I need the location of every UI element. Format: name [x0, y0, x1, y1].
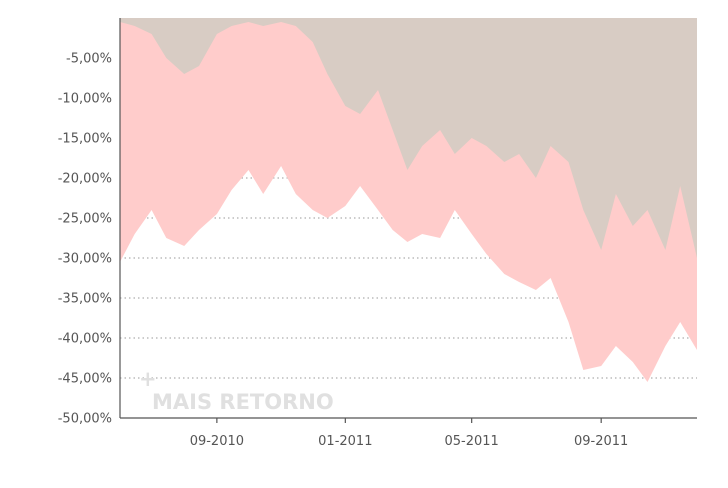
y-tick-label: -5,00%: [66, 52, 112, 67]
x-tick-label: 09-2010: [190, 434, 244, 449]
watermark-plus: +: [139, 367, 157, 391]
x-tick-label: 05-2011: [445, 434, 499, 449]
x-tick-label: 01-2011: [318, 434, 372, 449]
y-tick-label: -30,00%: [58, 252, 112, 267]
y-tick-label: -15,00%: [58, 132, 112, 147]
y-tick-label: -20,00%: [58, 172, 112, 187]
y-tick-label: -10,00%: [58, 92, 112, 107]
y-tick-label: -40,00%: [58, 332, 112, 347]
series-areas: [120, 18, 697, 382]
y-tick-label: -45,00%: [58, 372, 112, 387]
y-tick-label: -50,00%: [58, 412, 112, 427]
watermark-text: MAIS RETORNO: [152, 390, 334, 414]
y-tick-labels: -5,00% -10,00% -15,00% -20,00% -25,00% -30,00…: [58, 52, 112, 427]
y-tick-label: -35,00%: [58, 292, 112, 307]
x-tick-label: 09-2011: [574, 434, 628, 449]
x-tick-labels: 09-2010 01-2011 05-2011 09-2011: [190, 418, 628, 449]
y-tick-label: -25,00%: [58, 212, 112, 227]
series-area-2: [120, 18, 697, 258]
watermark: + MAIS RETORNO: [139, 367, 334, 414]
